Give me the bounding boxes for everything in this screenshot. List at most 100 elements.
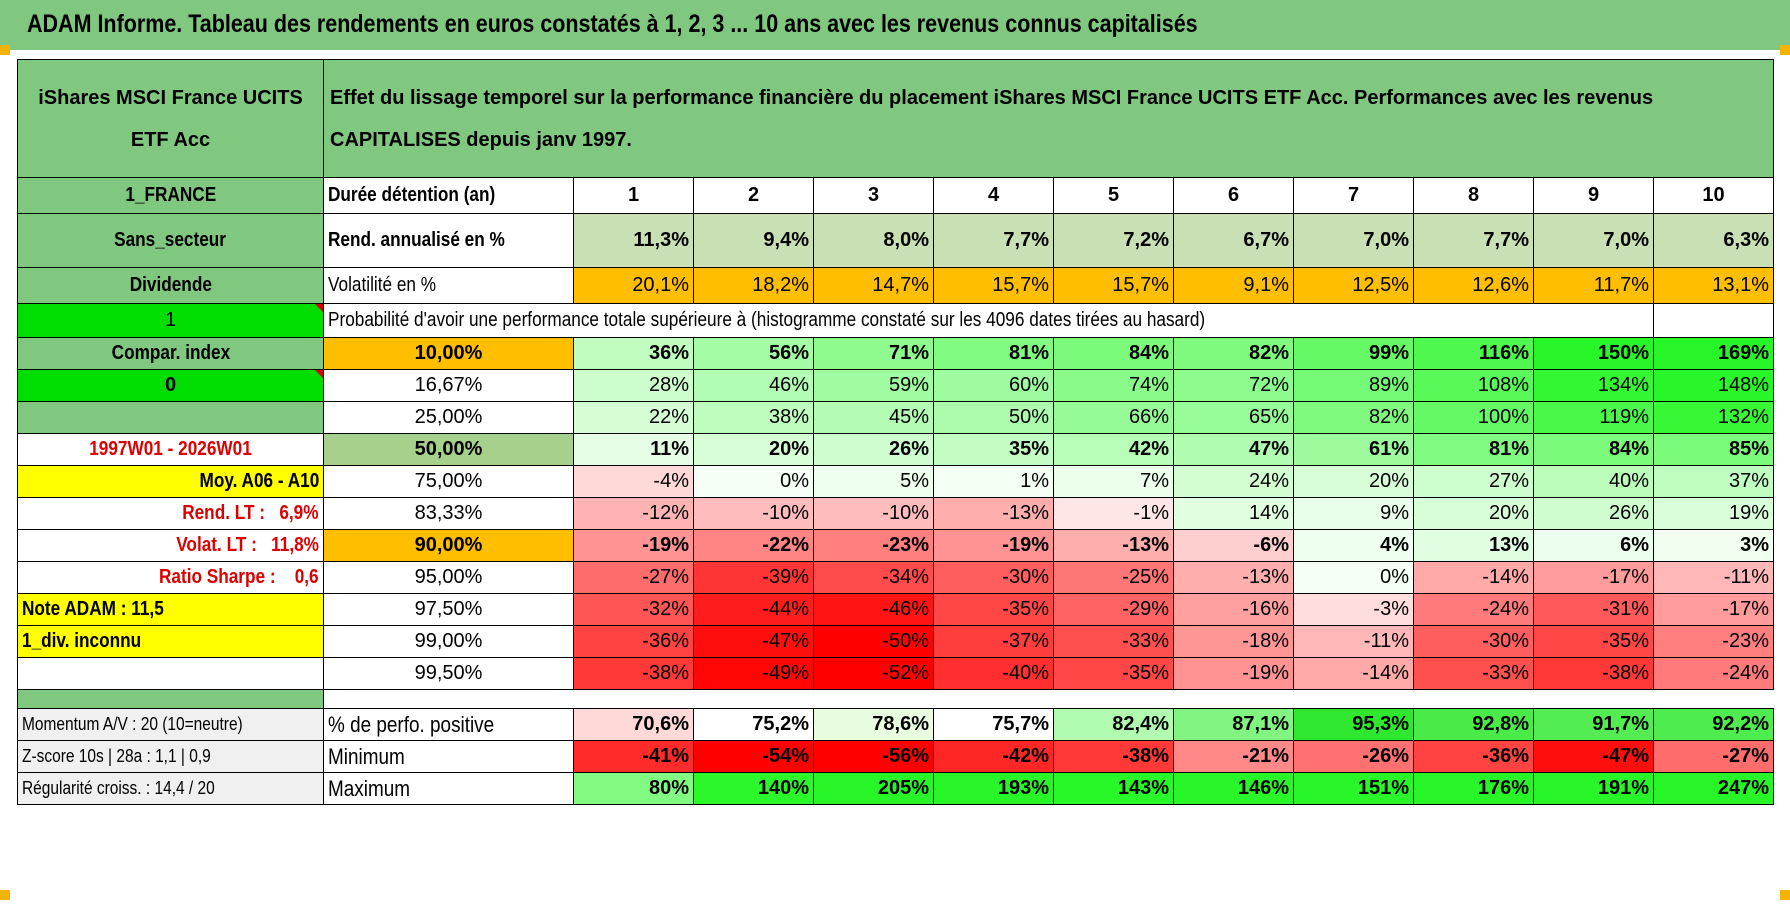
vol-cell: 18,2% <box>693 267 814 304</box>
year-cell: 3 <box>813 177 934 214</box>
description-text: Effet du lissage temporel sur la perform… <box>330 86 1654 151</box>
quantile-value-cell: 4% <box>1293 529 1414 562</box>
corner-marker <box>0 45 10 55</box>
quantile-value-cell: 84% <box>1533 433 1654 466</box>
quantile-label: 50,00% <box>323 433 574 466</box>
quantile-value-cell: -40% <box>933 657 1054 690</box>
min-value-cell: -38% <box>1053 740 1174 773</box>
empty-green-cell <box>17 401 324 434</box>
max-value-cell: 191% <box>1533 772 1654 805</box>
quantile-value-cell: 22% <box>573 401 694 434</box>
quantile-label: 83,33% <box>323 497 574 530</box>
vol-label-cell: Volatilité en % <box>323 267 574 304</box>
quantile-value-cell: 169% <box>1653 337 1774 370</box>
quantile-value-cell: -16% <box>1173 593 1294 626</box>
quantile-value-cell: -23% <box>1653 625 1774 658</box>
max-value-cell: 193% <box>933 772 1054 805</box>
quantile-value-cell: -50% <box>813 625 934 658</box>
quantile-value-cell: -33% <box>1413 657 1534 690</box>
quantile-value-cell: -25% <box>1053 561 1174 594</box>
quantile-label: 90,00% <box>323 529 574 562</box>
min-value-cell: -21% <box>1173 740 1294 773</box>
vol-cell: 12,6% <box>1413 267 1534 304</box>
year-cell: 7 <box>1293 177 1414 214</box>
rend-cell: 8,0% <box>813 213 934 268</box>
quantile-value-cell: 36% <box>573 337 694 370</box>
quantile-value-cell: 85% <box>1653 433 1774 466</box>
max-value-cell: 205% <box>813 772 934 805</box>
corner-marker <box>1780 45 1790 55</box>
quantile-value-cell: 5% <box>813 465 934 498</box>
quantile-value-cell: 72% <box>1173 369 1294 402</box>
quantile-label: 75,00% <box>323 465 574 498</box>
quantile-value-cell: -52% <box>813 657 934 690</box>
dividend-label: Dividende <box>129 274 212 296</box>
sector-label: Sans_secteur <box>114 229 227 251</box>
duree-label: Durée détention (an) <box>328 184 496 206</box>
rend-cell: 7,7% <box>933 213 1054 268</box>
flag0-cell[interactable]: 0 <box>17 369 324 402</box>
quantile-value-cell: -19% <box>933 529 1054 562</box>
min-label: Minimum <box>328 743 405 769</box>
rend-cell: 7,2% <box>1053 213 1174 268</box>
quantile-value-cell: 24% <box>1173 465 1294 498</box>
quantile-value-cell: -19% <box>573 529 694 562</box>
max-row: Régularité croiss. : 14,4 / 20 Maximum 80%… <box>17 772 1774 805</box>
quantile-value-cell: 19% <box>1653 497 1774 530</box>
max-value-cell: 143% <box>1053 772 1174 805</box>
sharpe-label: Ratio Sharpe : <box>159 566 276 588</box>
quantile-value-cell: 99% <box>1293 337 1414 370</box>
flag1-cell[interactable]: 1 <box>17 303 324 338</box>
quantile-value-cell: -19% <box>1173 657 1294 690</box>
quantile-value-cell: 134% <box>1533 369 1654 402</box>
year-cell: 8 <box>1413 177 1534 214</box>
quantile-value-cell: 26% <box>813 433 934 466</box>
quantile-value-cell: 56% <box>693 337 814 370</box>
max-value-cell: 140% <box>693 772 814 805</box>
quantile-value-cell: -36% <box>573 625 694 658</box>
prob-label: Probabilité d'avoir une performance tota… <box>328 309 1206 331</box>
zscore-cell: Z-score 10s | 28a : 1,1 | 0,9 <box>17 740 324 773</box>
quantile-row: 99,50% -38% -49% -52% -40% -35% -19% -14% -33% -3… <box>17 657 1774 690</box>
year-cell: 10 <box>1653 177 1774 214</box>
quantile-value-cell: 66% <box>1053 401 1174 434</box>
performance-table: iShares MSCI France UCITS ETF Acc Effet … <box>17 59 1774 805</box>
report-title: ADAM Informe. Tableau des rendements en … <box>27 10 1198 38</box>
quantile-value-cell: 40% <box>1533 465 1654 498</box>
quantile-value-cell: -10% <box>813 497 934 530</box>
quantile-label: 99,00% <box>323 625 574 658</box>
quantile-value-cell: 35% <box>933 433 1054 466</box>
vol-row: Dividende Volatilité en % 20,1% 18,2% 14… <box>17 267 1774 304</box>
quantile-value-cell: 38% <box>693 401 814 434</box>
corner-marker <box>0 890 10 900</box>
rend-cell: 9,4% <box>693 213 814 268</box>
quantile-value-cell: 116% <box>1413 337 1534 370</box>
quantile-value-cell: -13% <box>933 497 1054 530</box>
corner-marker <box>1780 890 1790 900</box>
quantile-value-cell: 42% <box>1053 433 1174 466</box>
quantile-value-cell: -11% <box>1653 561 1774 594</box>
quantile-value-cell: -10% <box>693 497 814 530</box>
max-value-cell: 176% <box>1413 772 1534 805</box>
prob-row: 1 Probabilité d'avoir une performance to… <box>17 303 1774 338</box>
quantile-value-cell: 119% <box>1533 401 1654 434</box>
quantile-value-cell: 89% <box>1293 369 1414 402</box>
quantile-row: Ratio Sharpe : 0,6 95,00% -27% -39% -34% -30%… <box>17 561 1774 594</box>
quantile-value-cell: -12% <box>573 497 694 530</box>
sector-cell: Sans_secteur <box>17 213 324 268</box>
vol-cell: 9,1% <box>1173 267 1294 304</box>
quantile-value-cell: -18% <box>1173 625 1294 658</box>
moy-label: Moy. A06 - A10 <box>199 470 319 492</box>
header-row: iShares MSCI France UCITS ETF Acc Effet … <box>17 59 1774 178</box>
compar-index-cell: Compar. index <box>17 337 324 370</box>
pos-value-cell: 92,2% <box>1653 708 1774 741</box>
quantile-value-cell: -32% <box>573 593 694 626</box>
quantile-value-cell: 46% <box>693 369 814 402</box>
rend-label: Rend. annualisé en % <box>328 229 505 251</box>
quantile-value-cell: 11% <box>573 433 694 466</box>
vol-cell: 20,1% <box>573 267 694 304</box>
quantile-value-cell: 6% <box>1533 529 1654 562</box>
quantile-value-cell: 50% <box>933 401 1054 434</box>
quantile-value-cell: -27% <box>573 561 694 594</box>
quantile-value-cell: -38% <box>1533 657 1654 690</box>
